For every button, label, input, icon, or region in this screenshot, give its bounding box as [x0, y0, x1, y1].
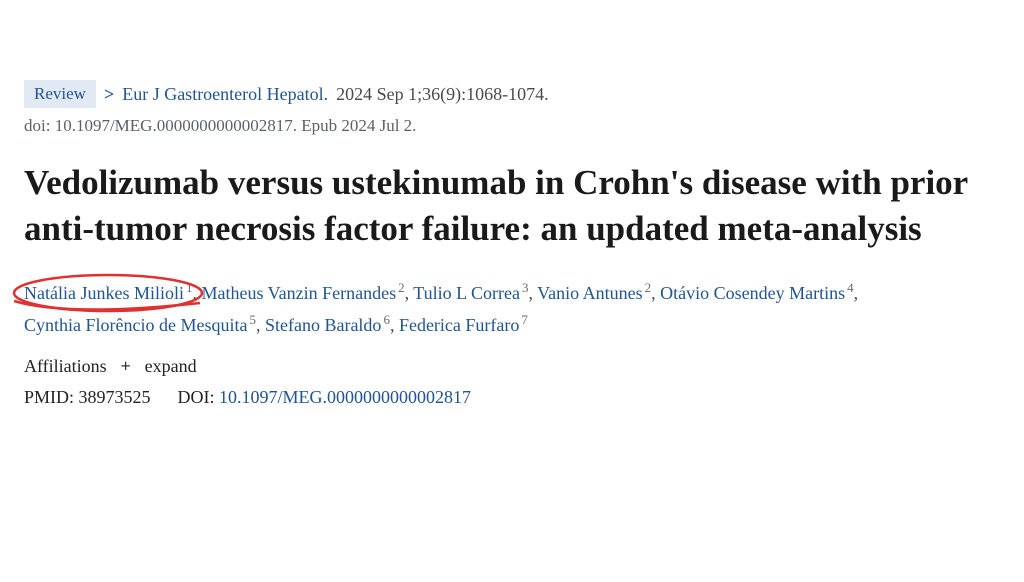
separator: , [528, 283, 537, 303]
author-link[interactable]: Stefano Baraldo [265, 315, 381, 335]
doi-label: DOI: [178, 387, 215, 407]
separator: , [256, 315, 265, 335]
citation-meta-row: Review > Eur J Gastroenterol Hepatol. 20… [24, 80, 1000, 108]
citation-tail: 2024 Sep 1;36(9):1068-1074. [336, 84, 548, 105]
author-link[interactable]: Federica Furfaro [399, 315, 519, 335]
pmid-label: PMID: [24, 387, 74, 407]
separator: , [405, 283, 414, 303]
doi-epub-line: doi: 10.1097/MEG.0000000000002817. Epub … [24, 116, 1000, 136]
journal-link[interactable]: Eur J Gastroenterol Hepatol. [122, 84, 328, 105]
plus-icon[interactable]: + [117, 358, 135, 376]
expand-label[interactable]: expand [145, 356, 197, 377]
authors-list: Natália Junkes Milioli1, Matheus Vanzin … [24, 277, 1000, 340]
author-link[interactable]: Tulio L Correa [413, 283, 520, 303]
author-link[interactable]: Vanio Antunes [537, 283, 643, 303]
identifiers-row: PMID: 38973525 DOI: 10.1097/MEG.00000000… [24, 387, 1000, 408]
pmid-value: 38973525 [79, 387, 151, 407]
article-title: Vedolizumab versus ustekinumab in Crohn'… [24, 160, 1000, 251]
author-link[interactable]: Otávio Cosendey Martins [660, 283, 845, 303]
doi-link[interactable]: 10.1097/MEG.0000000000002817 [219, 387, 471, 407]
affiliation-superscript[interactable]: 7 [521, 312, 528, 327]
author-link[interactable]: Natália Junkes Milioli [24, 283, 184, 303]
chevron-right-icon: > [104, 84, 114, 105]
author-link[interactable]: Cynthia Florêncio de Mesquita [24, 315, 247, 335]
separator: , [390, 315, 399, 335]
separator: , [854, 283, 859, 303]
review-badge: Review [24, 80, 96, 108]
affiliations-label: Affiliations [24, 356, 107, 377]
separator: , [651, 283, 660, 303]
affiliations-row: Affiliations + expand [24, 356, 1000, 377]
author-link[interactable]: Matheus Vanzin Fernandes [201, 283, 396, 303]
